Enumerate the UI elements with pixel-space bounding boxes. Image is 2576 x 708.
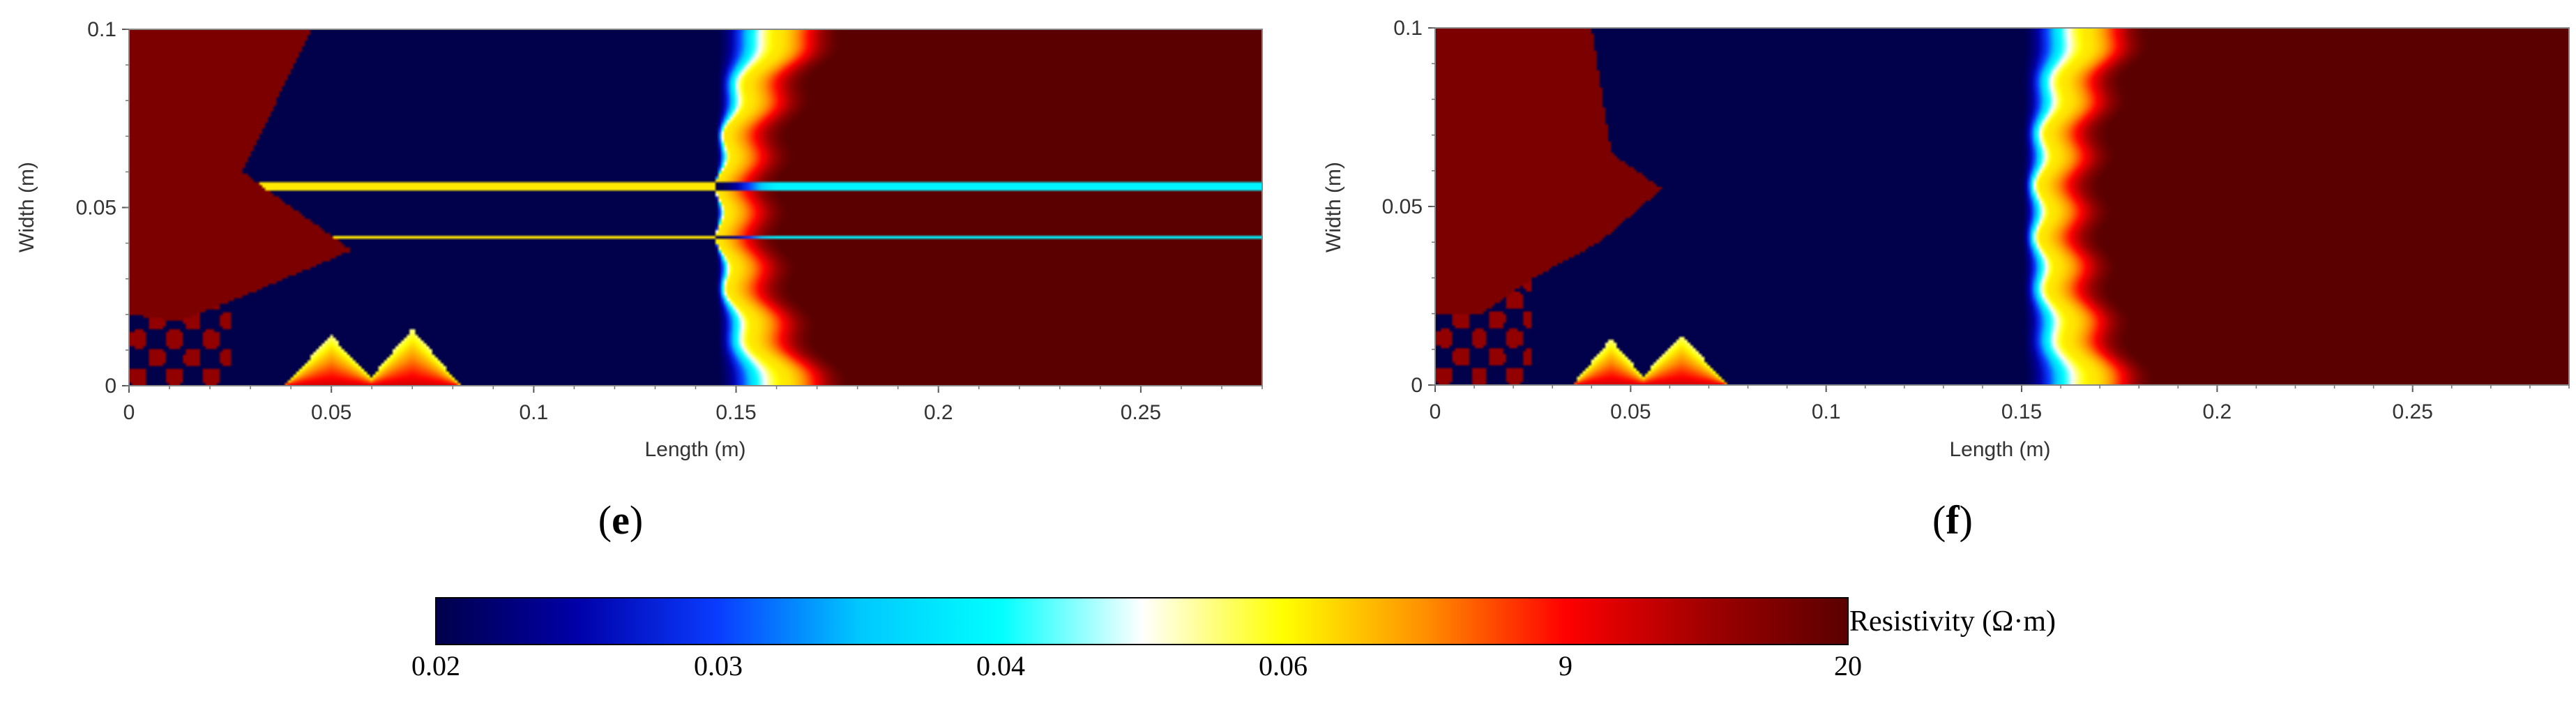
x-tick-label: 0.2: [2203, 400, 2232, 423]
caption-letter-f: f: [1946, 497, 1960, 543]
y-tick-label: 0: [1411, 374, 1423, 397]
x-tick-label: 0.25: [1121, 401, 1161, 424]
colorbar-tick-label: 0.06: [1259, 650, 1308, 681]
y-tick-label: 0.1: [1393, 17, 1423, 40]
y-tick-label: 0.05: [76, 197, 116, 220]
x-tick-label: 0.1: [1812, 400, 1841, 423]
colorbar: Resistivity (Ω·m) 0.02 0.03 0.04 0.06 9 20: [411, 597, 2056, 681]
heatmap-e: [129, 29, 1262, 386]
colorbar-title: Resistivity (Ω·m): [1849, 605, 2056, 638]
x-tick-label: 0.15: [715, 401, 756, 424]
x-axis-label-e: Length (m): [644, 438, 745, 461]
caption-letter-e: e: [612, 497, 630, 543]
x-tick-label: 0: [123, 401, 135, 424]
x-tick-label: 0.25: [2393, 400, 2433, 423]
colorbar-tick-label: 0.03: [694, 650, 743, 681]
y-axis-label-e: Width (m): [15, 162, 38, 253]
x-tick-label: 0.1: [519, 401, 548, 424]
colorbar-tick-label: 0.02: [411, 650, 460, 681]
x-tick-label: 0.05: [1610, 400, 1651, 423]
y-tick-label: 0.1: [87, 18, 116, 41]
x-tick-label: 0.05: [311, 401, 351, 424]
x-tick-label: 0.2: [924, 401, 953, 424]
y-tick-label: 0.05: [1382, 195, 1423, 218]
caption-e: (e): [598, 497, 643, 543]
heatmap-f: [1435, 28, 2569, 385]
colorbar-gradient: [435, 597, 1849, 645]
x-axis-label-f: Length (m): [1949, 438, 2050, 461]
colorbar-tick-label: 20: [1834, 650, 1862, 681]
colorbar-tick-label: 0.04: [976, 650, 1025, 681]
y-tick-label: 0: [105, 375, 116, 398]
x-tick-label: 0: [1430, 400, 1441, 423]
caption-f: (f): [1932, 497, 1973, 543]
colorbar-tick-label: 9: [1559, 650, 1573, 681]
panel-e: 0 0.05 0.1 0.15 0.2 0.25 0 0.05 0.1 Length (m) W…: [15, 18, 1263, 543]
y-axis-label-f: Width (m): [1322, 162, 1345, 253]
panel-f: 0 0.05 0.1 0.15 0.2 0.25 0 0.05 0.1 Length (m) W…: [1322, 17, 2570, 543]
x-tick-label: 0.15: [2001, 400, 2042, 423]
